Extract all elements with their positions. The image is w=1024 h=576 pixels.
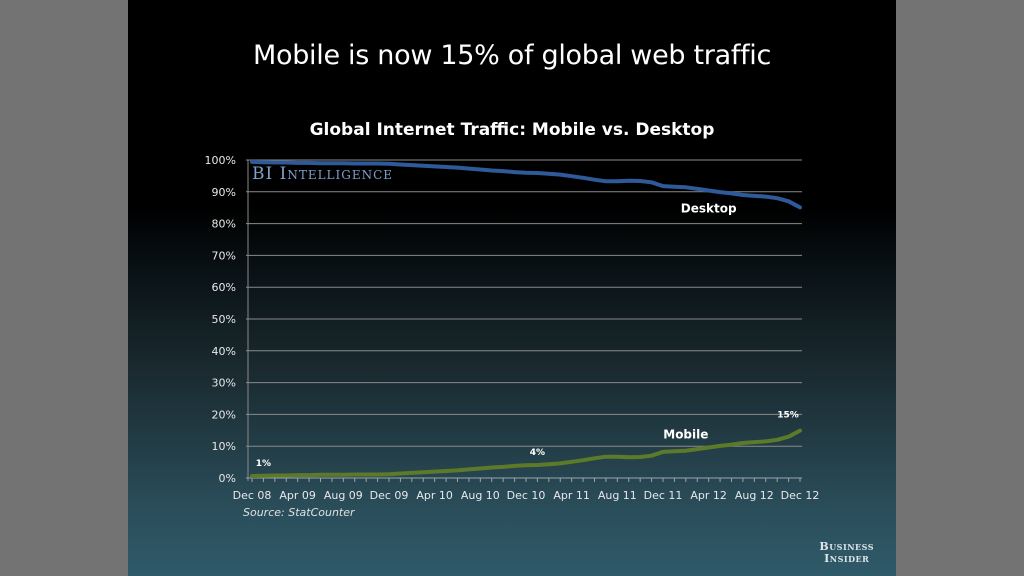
series-line-desktop <box>250 159 802 210</box>
data-labels: Desktop Mobile 1% 4% 15% <box>256 202 799 470</box>
series-line-mobile <box>250 428 802 479</box>
y-tick-label: 30% <box>212 377 236 390</box>
x-tick-label: Apr 12 <box>690 489 727 502</box>
headline: Mobile is now 15% of global web traffic <box>252 40 772 71</box>
y-tick-label: 60% <box>212 281 236 294</box>
brand-line-1: Business <box>819 540 874 553</box>
source-note: Source: StatCounter <box>243 506 355 519</box>
brand-line-2: Insider <box>824 552 870 565</box>
series-lines <box>250 159 802 479</box>
chart-title: Global Internet Traffic: Mobile vs. Desk… <box>309 120 715 140</box>
y-tick-label: 0% <box>219 472 236 485</box>
x-tick-label: Dec 08 <box>233 489 272 502</box>
data-label: 15% <box>777 411 799 421</box>
slide: Mobile is now 15% of global web traffic … <box>128 0 896 576</box>
x-tick-label: Aug 11 <box>598 489 637 502</box>
x-tick-label: Aug 10 <box>461 489 500 502</box>
line-chart: 0% 10% 20% 30% 40% 50% 60% 70% 80% 90% 100% Dec 08… <box>205 154 820 502</box>
x-tick-label: Apr 09 <box>279 489 316 502</box>
data-label: 1% <box>256 459 271 469</box>
y-tick-label: 40% <box>212 345 236 358</box>
y-tick-label: 100% <box>205 154 236 167</box>
y-tick-label: 10% <box>212 440 236 453</box>
series-label-desktop: Desktop <box>681 202 737 216</box>
business-insider-logo: Business Insider <box>819 541 874 565</box>
y-tick-label: 70% <box>212 249 236 262</box>
y-tick-label: 50% <box>212 313 236 326</box>
x-axis <box>246 160 802 482</box>
x-tick-label: Dec 10 <box>507 489 546 502</box>
y-tick-label: 90% <box>212 186 236 199</box>
y-tick-label: 20% <box>212 408 236 421</box>
x-tick-label: Dec 12 <box>781 489 820 502</box>
data-label: 4% <box>530 448 545 458</box>
x-tick-label: Dec 09 <box>370 489 409 502</box>
bi-intelligence-watermark: BI Intelligence <box>252 164 394 184</box>
x-axis-tick-labels: Dec 08 Apr 09 Aug 09 Dec 09 Apr 10 Aug 10 Dec … <box>233 489 820 502</box>
y-axis-tick-labels: 0% 10% 20% 30% 40% 50% 60% 70% 80% 90% 100% <box>205 154 236 485</box>
series-label-mobile: Mobile <box>663 428 708 442</box>
y-tick-label: 80% <box>212 218 236 231</box>
x-tick-label: Aug 09 <box>324 489 363 502</box>
x-tick-label: Aug 12 <box>735 489 774 502</box>
x-tick-label: Apr 11 <box>553 489 590 502</box>
x-tick-label: Dec 11 <box>644 489 683 502</box>
x-tick-label: Apr 10 <box>416 489 453 502</box>
